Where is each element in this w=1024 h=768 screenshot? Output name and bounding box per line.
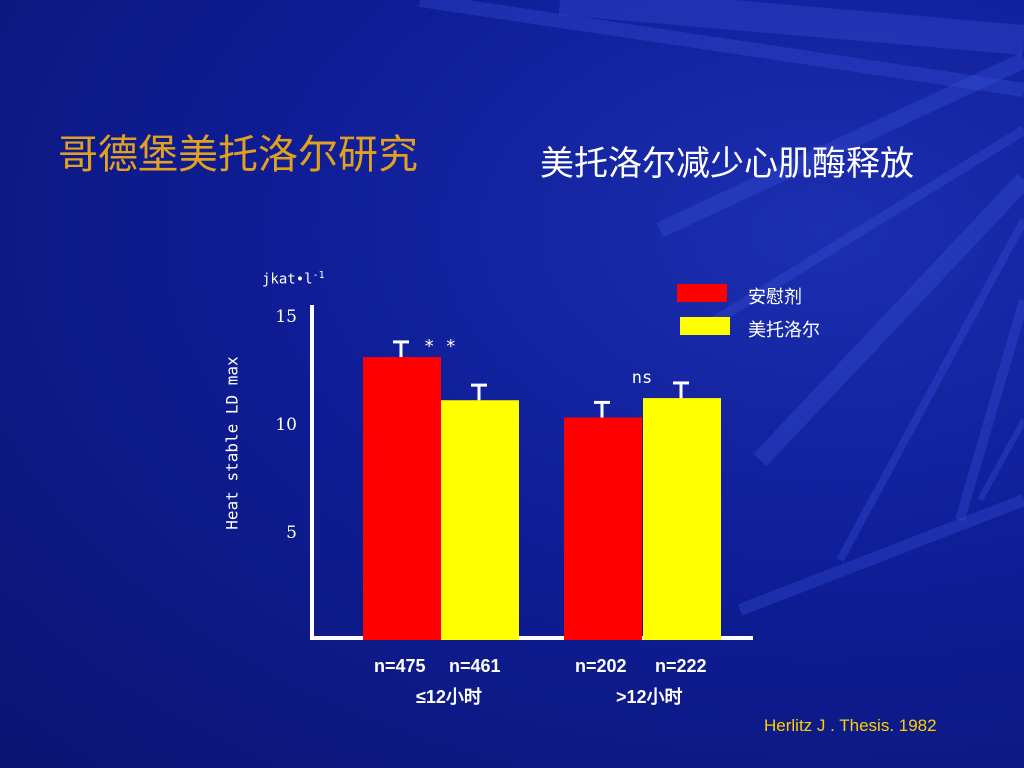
legend-label-placebo: 安慰剂 <box>748 287 802 308</box>
y-tick-label: 15 <box>275 307 297 327</box>
page-title: 哥德堡美托洛尔研究 <box>58 132 418 178</box>
significance-annotation: * * <box>424 336 457 357</box>
ns-annotation: ns <box>632 368 652 388</box>
page-subtitle: 美托洛尔减少心肌酶释放 <box>540 144 914 184</box>
y-tick-label: 5 <box>286 523 297 543</box>
bar <box>363 357 441 640</box>
group-label-late: >12小时 <box>616 687 683 707</box>
legend-swatch-metoprolol <box>680 317 730 335</box>
group-label-early: ≤12小时 <box>416 687 482 707</box>
n-label-metoprolol-early: n=461 <box>449 656 501 676</box>
y-axis-unit: jkat•l-1 <box>262 270 325 288</box>
bar <box>564 417 642 640</box>
legend-swatch-placebo <box>677 284 727 302</box>
n-label-placebo-early: n=475 <box>374 656 426 676</box>
y-tick-label: 10 <box>275 415 297 435</box>
legend-label-metoprolol: 美托洛尔 <box>748 320 820 341</box>
bar <box>643 398 721 640</box>
reference-citation: Herlitz J . Thesis. 1982 <box>764 716 937 735</box>
n-label-placebo-late: n=202 <box>575 656 627 676</box>
unit-exponent: -1 <box>312 270 325 281</box>
unit-label: jkat•l <box>262 271 313 288</box>
n-label-metoprolol-late: n=222 <box>655 656 707 676</box>
bar <box>441 400 519 640</box>
